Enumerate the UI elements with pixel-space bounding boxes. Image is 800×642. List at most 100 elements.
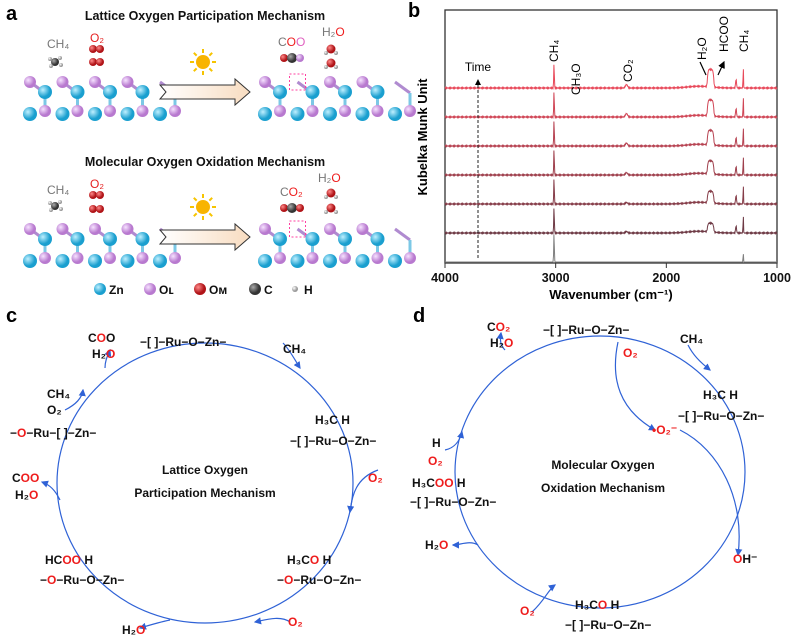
- o-atom: [280, 54, 288, 62]
- o-atom: [296, 204, 304, 212]
- panel-a: Lattice Oxygen Participation Mechanism M…: [23, 9, 416, 297]
- label-segment: H₂: [122, 623, 136, 637]
- label-segment: O: [284, 573, 293, 587]
- label-ch4-in: CH₄: [680, 332, 703, 346]
- label-segment: C: [278, 35, 287, 49]
- h-atom: [48, 57, 52, 61]
- zn-atom: [55, 254, 70, 268]
- ol-atom: [169, 105, 181, 117]
- ol-atom: [56, 223, 69, 235]
- label-right-top: H₃C H: [703, 388, 738, 402]
- spectrum-trace-2: [444, 179, 778, 207]
- ol-atom: [356, 223, 369, 235]
- branch-arrow: [253, 617, 291, 625]
- peak-label: CH₃O: [569, 63, 583, 95]
- legend-label: Oʟ: [159, 283, 174, 297]
- zn-atom: [273, 85, 287, 99]
- ol-atom: [306, 252, 319, 264]
- branch-arrow: [347, 469, 379, 514]
- peak-label: HCOO: [717, 16, 731, 52]
- ch4-molecule: [48, 200, 63, 212]
- zn-atom: [38, 232, 52, 246]
- zn-atom: [355, 254, 370, 268]
- zn-atom: [88, 254, 102, 268]
- o2-label-bottom: O₂: [90, 177, 104, 191]
- o-atom: [326, 188, 336, 198]
- zn-atom: [290, 107, 305, 121]
- label-segment: O: [106, 347, 115, 361]
- zn-atom: [153, 107, 167, 121]
- panel-d-letter: d: [413, 305, 425, 327]
- legend-swatch: [94, 283, 106, 295]
- label-br-top: H₃CO H: [287, 553, 331, 567]
- ol-atom: [104, 105, 116, 117]
- label-segment: CH₄: [283, 342, 306, 356]
- h-atom: [334, 195, 338, 199]
- ol-atom: [371, 252, 384, 264]
- label-segment: H: [319, 553, 331, 567]
- zn-atom: [70, 85, 85, 99]
- branch-arrow: [687, 344, 711, 371]
- peak-label: CH₄: [737, 30, 751, 52]
- label-segment: O₂: [623, 346, 638, 360]
- label-segment: O₂: [289, 185, 303, 199]
- peak-label: CO₂: [621, 59, 635, 82]
- spectrum-trace-4: [444, 121, 778, 149]
- o-atom: [296, 54, 304, 62]
- label-ch4-left: CH₄: [47, 387, 70, 401]
- label-segment: H: [454, 476, 466, 490]
- spectrum-trace-1: [444, 208, 778, 236]
- legend-label: C: [264, 283, 273, 297]
- label-segment: −[ ]−Ru−O−Zn−: [678, 409, 764, 423]
- h-atom: [324, 195, 328, 199]
- legend-swatch: [194, 283, 206, 295]
- label-segment: OO: [21, 471, 40, 485]
- ol-atom: [356, 76, 369, 88]
- branch-arrow: [451, 541, 479, 549]
- c-atom: [287, 203, 297, 213]
- label-segment: H₂: [490, 336, 504, 350]
- o2-molecule: [96, 205, 104, 213]
- sun-icon: [190, 194, 216, 220]
- process-arrow-icon: [158, 77, 251, 107]
- cycle-d-title-line1: Molecular Oxygen: [551, 458, 654, 472]
- zn-atom: [135, 85, 150, 99]
- molecular-mechanism-title: Molecular Oxygen Oxidation Mechanism: [85, 155, 325, 169]
- zn-atom: [88, 107, 102, 121]
- label-co2-top: CO₂: [487, 320, 510, 334]
- label-segment: O: [310, 553, 319, 567]
- label-segment: H₃C: [412, 476, 435, 490]
- zn-atom: [103, 85, 117, 99]
- time-label: Time: [465, 60, 492, 74]
- h-atom: [58, 200, 62, 204]
- zn-atom: [388, 107, 402, 121]
- oxygen-vacancy: [289, 220, 306, 238]
- label-segment: H₂: [15, 488, 29, 502]
- spectrum-trace-5: [444, 92, 778, 120]
- branch-arrow: [104, 348, 112, 369]
- ol-atom: [404, 252, 416, 264]
- zn-atom: [338, 85, 352, 99]
- label-coo-top: COO: [88, 331, 115, 345]
- label-segment: −[ ]−Ru−O−Zn−: [410, 495, 496, 509]
- label-top-node: −[ ]−Ru−O−Zn−: [543, 323, 629, 337]
- label-br-node: −O−Ru−O−Zn−: [277, 573, 361, 587]
- cycle-c-title-line1: Lattice Oxygen: [162, 463, 248, 477]
- legend-swatch: [144, 283, 156, 295]
- cycle-c-title-line2: Participation Mechanism: [134, 486, 275, 500]
- ol-atom: [404, 105, 416, 117]
- zn-atom: [135, 232, 150, 246]
- label-bottom-node: −[ ]−Ru−O−Zn−: [565, 618, 651, 632]
- ol-atom: [56, 76, 69, 88]
- label-segment: O: [47, 573, 56, 587]
- ol-atom: [324, 223, 336, 235]
- spectrum-trace-6: [444, 64, 778, 91]
- zn-atom: [258, 254, 272, 268]
- zno-lattice: [258, 220, 416, 268]
- o2-molecule: [89, 205, 97, 213]
- zn-atom: [23, 107, 37, 121]
- label-segment: CH₄: [47, 387, 70, 401]
- label-segment: −: [277, 573, 284, 587]
- h2o-label-top: H₂O: [322, 25, 345, 39]
- x-tick-label: 2000: [652, 271, 680, 285]
